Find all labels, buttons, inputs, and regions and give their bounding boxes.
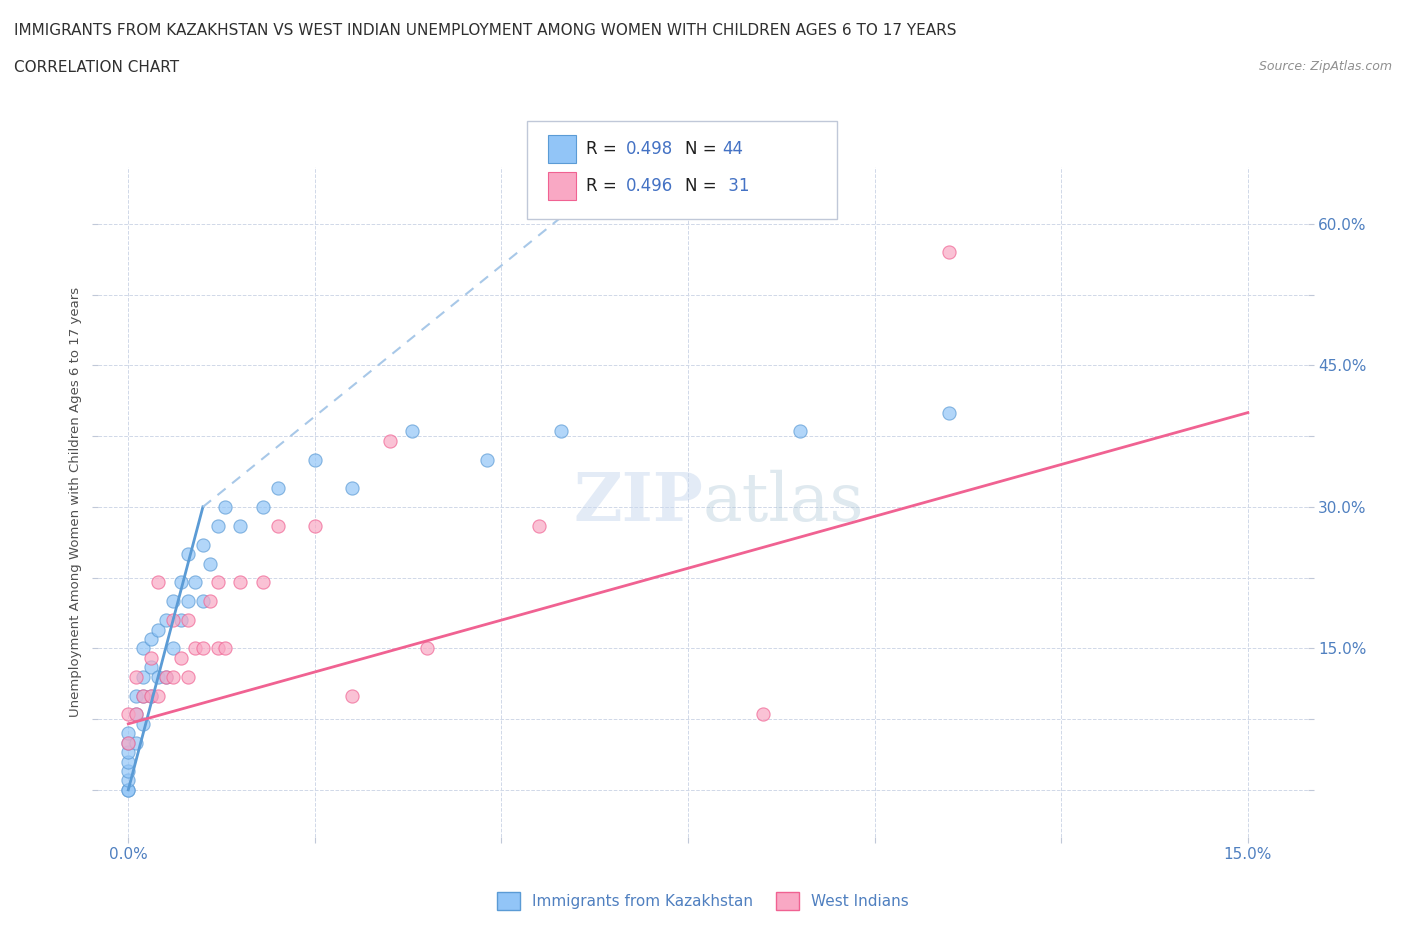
Point <box>200 556 222 571</box>
Point <box>177 670 200 684</box>
Point <box>132 716 155 731</box>
Point <box>266 481 288 496</box>
Point <box>155 670 177 684</box>
Legend: Immigrants from Kazakhstan, West Indians: Immigrants from Kazakhstan, West Indians <box>491 885 915 916</box>
Point <box>117 782 139 797</box>
Point <box>139 631 162 646</box>
Point <box>177 613 200 628</box>
Point <box>125 736 148 751</box>
Point <box>125 707 148 722</box>
Text: IMMIGRANTS FROM KAZAKHSTAN VS WEST INDIAN UNEMPLOYMENT AMONG WOMEN WITH CHILDREN: IMMIGRANTS FROM KAZAKHSTAN VS WEST INDIA… <box>14 23 956 38</box>
Point <box>378 433 401 448</box>
Point <box>155 613 177 628</box>
Point <box>117 736 139 751</box>
Point <box>252 499 274 514</box>
Point <box>146 688 169 703</box>
Point <box>475 452 498 467</box>
Point <box>416 641 439 656</box>
Text: 31: 31 <box>723 177 749 195</box>
Point <box>162 641 184 656</box>
Point <box>938 245 960 259</box>
Point <box>146 575 169 590</box>
Point <box>139 688 162 703</box>
Text: R =: R = <box>586 140 623 158</box>
Point <box>229 575 252 590</box>
Point <box>207 518 229 533</box>
Point <box>177 593 200 608</box>
Point <box>162 593 184 608</box>
Point <box>789 424 811 439</box>
Point <box>304 452 326 467</box>
Point <box>177 547 200 562</box>
Text: N =: N = <box>685 177 721 195</box>
Text: Source: ZipAtlas.com: Source: ZipAtlas.com <box>1258 60 1392 73</box>
Point <box>340 481 363 496</box>
Text: atlas: atlas <box>703 470 865 535</box>
Point <box>117 707 139 722</box>
Point <box>169 650 191 665</box>
Point <box>139 650 162 665</box>
Text: 0.496: 0.496 <box>626 177 673 195</box>
Point <box>207 575 229 590</box>
Text: CORRELATION CHART: CORRELATION CHART <box>14 60 179 75</box>
Point <box>117 736 139 751</box>
Point <box>229 518 252 533</box>
Point <box>207 641 229 656</box>
Point <box>146 622 169 637</box>
Point <box>184 575 207 590</box>
Point <box>162 613 184 628</box>
Point <box>751 707 773 722</box>
Point <box>139 659 162 674</box>
Point <box>132 688 155 703</box>
Text: 0.498: 0.498 <box>626 140 673 158</box>
Point <box>214 499 236 514</box>
Point <box>132 688 155 703</box>
Y-axis label: Unemployment Among Women with Children Ages 6 to 17 years: Unemployment Among Women with Children A… <box>69 287 83 717</box>
Point <box>938 405 960 420</box>
Point <box>155 670 177 684</box>
Point <box>191 593 214 608</box>
Point <box>125 707 148 722</box>
Point <box>117 745 139 760</box>
Point <box>162 670 184 684</box>
Point <box>132 641 155 656</box>
Text: R =: R = <box>586 177 623 195</box>
Point <box>117 725 139 740</box>
Point <box>184 641 207 656</box>
Text: ZIP: ZIP <box>574 470 703 535</box>
Point <box>169 575 191 590</box>
Point <box>191 538 214 552</box>
Point <box>252 575 274 590</box>
Point <box>125 688 148 703</box>
Point <box>117 764 139 778</box>
Point <box>200 593 222 608</box>
Point <box>401 424 423 439</box>
Point <box>125 670 148 684</box>
Point <box>139 688 162 703</box>
Point <box>117 782 139 797</box>
Point <box>214 641 236 656</box>
Point <box>191 641 214 656</box>
Point <box>132 670 155 684</box>
Point <box>527 518 550 533</box>
Point <box>550 424 572 439</box>
Point <box>146 670 169 684</box>
Point <box>117 754 139 769</box>
Text: 44: 44 <box>723 140 744 158</box>
Point <box>117 773 139 788</box>
Point <box>304 518 326 533</box>
Point <box>266 518 288 533</box>
Point <box>169 613 191 628</box>
Point <box>340 688 363 703</box>
Text: N =: N = <box>685 140 721 158</box>
